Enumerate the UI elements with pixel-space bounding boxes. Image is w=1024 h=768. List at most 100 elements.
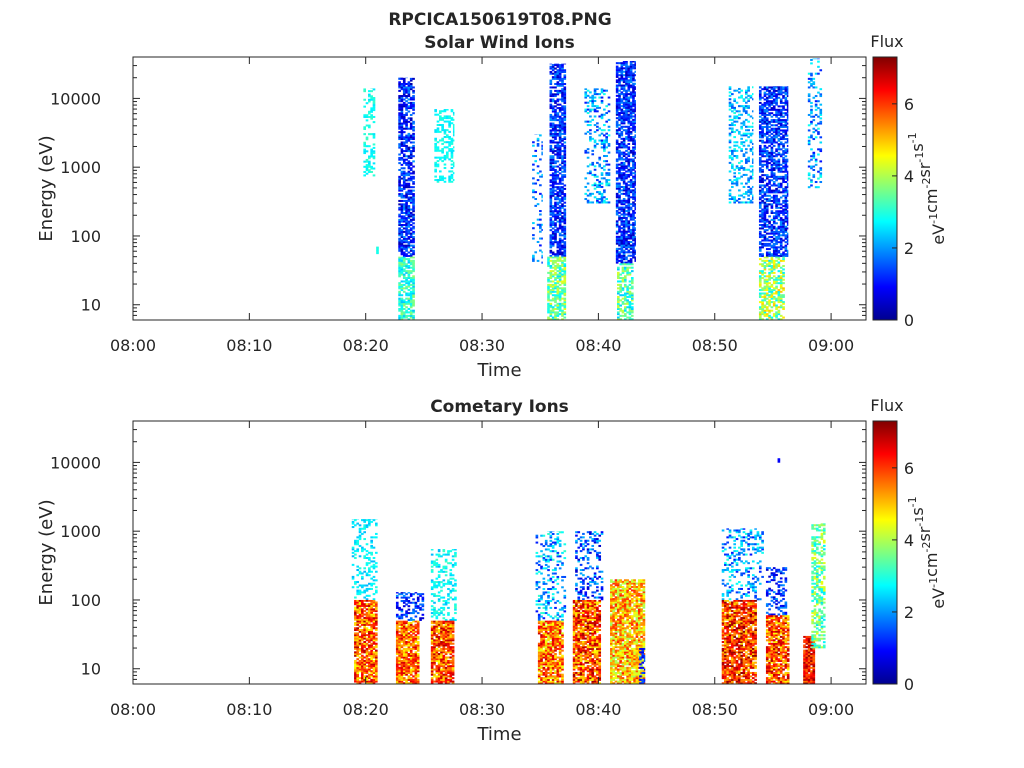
data-cell: [632, 230, 635, 233]
data-cell: [765, 307, 769, 310]
data-cell: [554, 108, 557, 111]
data-cell: [622, 213, 626, 216]
data-cell: [365, 627, 369, 630]
data-cell: [622, 142, 626, 145]
data-cell: [368, 635, 371, 638]
data-cell: [551, 156, 555, 159]
data-cell: [615, 185, 619, 188]
data-cell: [779, 277, 783, 280]
data-cell: [450, 110, 454, 113]
data-cell: [768, 134, 771, 137]
data-cell: [765, 224, 769, 227]
data-cell: [603, 160, 606, 163]
data-cell: [368, 632, 371, 635]
data-cell: [400, 280, 404, 283]
data-cell: [772, 248, 776, 251]
data-cell: [372, 593, 376, 596]
data-cell: [358, 599, 362, 602]
data-cell: [761, 153, 764, 156]
data-cell: [763, 148, 767, 151]
data-cell: [765, 129, 769, 132]
data-cell: [761, 187, 764, 190]
data-cell: [728, 108, 732, 111]
data-cell: [441, 127, 444, 130]
data-cell: [402, 170, 406, 173]
data-cell: [407, 301, 411, 304]
data-cell: [758, 153, 762, 156]
data-cell: [584, 88, 588, 90]
data-cell: [561, 318, 564, 321]
data-cell: [819, 167, 823, 170]
data-cell: [625, 129, 628, 132]
data-cell: [768, 155, 771, 158]
data-cell: [405, 205, 408, 208]
data-cell: [758, 191, 762, 194]
data-cell: [768, 120, 771, 123]
data-cell: [563, 253, 567, 256]
data-cell: [551, 136, 555, 139]
data-cell: [733, 149, 736, 152]
data-cell: [563, 210, 567, 213]
data-cell: [398, 158, 401, 161]
data-cell: [554, 181, 557, 184]
data-cell: [632, 251, 635, 254]
data-cell: [627, 118, 631, 121]
data-cell: [363, 666, 366, 669]
data-cell: [765, 131, 769, 134]
data-cell: [554, 150, 557, 153]
data-cell: [558, 194, 562, 197]
data-cell: [772, 264, 776, 267]
data-cell: [400, 249, 404, 252]
data-cell: [779, 148, 783, 151]
data-cell: [402, 218, 406, 221]
data-cell: [810, 112, 813, 115]
data-cell: [452, 172, 455, 175]
data-cell: [409, 198, 413, 201]
data-cell: [770, 318, 774, 321]
data-cell: [625, 74, 628, 77]
data-cell: [554, 273, 557, 276]
data-cell: [807, 141, 811, 144]
data-cell: [751, 160, 754, 163]
data-cell: [409, 290, 413, 293]
data-cell: [634, 211, 636, 214]
data-cell: [412, 170, 415, 173]
data-cell: [563, 77, 567, 80]
data-cell: [409, 101, 413, 104]
data-cell: [627, 72, 631, 75]
data-cell: [354, 646, 357, 649]
data-cell: [402, 93, 406, 96]
data-cell: [742, 167, 746, 170]
data-cell: [622, 230, 626, 233]
data-cell: [632, 75, 635, 78]
data-cell: [634, 74, 636, 77]
data-cell: [589, 139, 592, 142]
data-cell: [779, 93, 783, 96]
data-cell: [634, 65, 636, 68]
data-cell: [786, 239, 789, 242]
data-cell: [549, 313, 553, 316]
data-cell: [554, 105, 557, 108]
data-cell: [363, 526, 366, 529]
data-cell: [561, 189, 564, 192]
data-cell: [558, 69, 562, 72]
data-cell: [547, 304, 550, 307]
data-cell: [405, 210, 408, 213]
data-cell: [405, 120, 408, 123]
data-cell: [554, 136, 557, 139]
data-cell: [400, 141, 404, 144]
data-cell: [539, 134, 542, 137]
data-cell: [400, 156, 404, 159]
data-cell: [775, 155, 778, 158]
data-cell: [368, 582, 371, 585]
data-cell: [563, 220, 567, 223]
data-cell: [765, 242, 769, 245]
data-cell: [551, 72, 555, 75]
data-cell: [761, 191, 764, 194]
data-cell: [775, 217, 778, 220]
data-cell: [627, 74, 631, 77]
data-cell: [615, 172, 619, 175]
data-cell: [409, 314, 413, 317]
data-cell: [770, 101, 774, 104]
data-cell: [765, 253, 769, 256]
